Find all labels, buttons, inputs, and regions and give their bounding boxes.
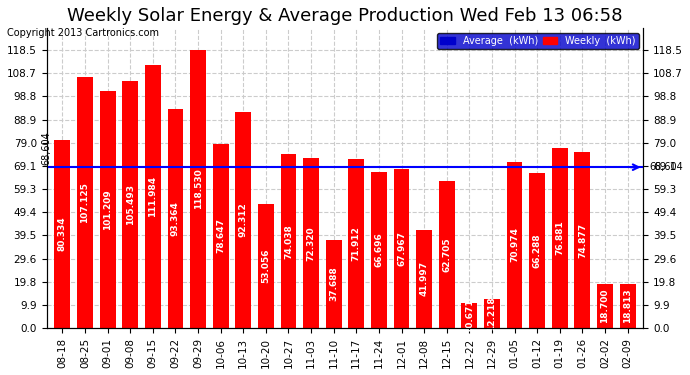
Bar (99, 91, 115, 328)
Text: 12.218: 12.218 (487, 297, 497, 331)
Text: 37.688: 37.688 (329, 267, 338, 301)
Bar (529, 172, 545, 328)
Text: 93.364: 93.364 (171, 201, 180, 236)
Text: 18.700: 18.700 (600, 289, 609, 323)
Title: Weekly Solar Energy & Average Production Wed Feb 13 06:58: Weekly Solar Energy & Average Production… (67, 7, 623, 25)
Text: 62.705: 62.705 (442, 237, 451, 272)
Bar (168, 109, 184, 328)
Bar (258, 204, 274, 328)
Bar (213, 144, 228, 328)
Text: 118.530: 118.530 (193, 169, 203, 210)
Text: 10.671: 10.671 (465, 298, 474, 333)
Bar (439, 181, 455, 328)
Text: 78.647: 78.647 (216, 218, 225, 254)
Text: 66.288: 66.288 (533, 233, 542, 268)
Bar (55, 140, 70, 328)
Bar (506, 162, 522, 328)
Bar (190, 50, 206, 328)
Text: 92.312: 92.312 (239, 202, 248, 237)
Bar (326, 240, 342, 328)
Text: 74.038: 74.038 (284, 224, 293, 259)
Bar (145, 66, 161, 328)
Bar (122, 81, 138, 328)
Bar (552, 148, 568, 328)
Text: Copyright 2013 Cartronics.com: Copyright 2013 Cartronics.com (7, 28, 159, 38)
Text: 53.056: 53.056 (262, 249, 270, 283)
Bar (393, 169, 409, 328)
Text: 74.877: 74.877 (578, 223, 587, 258)
Text: 107.125: 107.125 (81, 182, 90, 223)
Bar (416, 230, 432, 328)
Text: 76.881: 76.881 (555, 220, 564, 255)
Bar (620, 284, 635, 328)
Bar (303, 159, 319, 328)
Text: 66.696: 66.696 (375, 232, 384, 267)
Bar (77, 77, 93, 328)
Bar (575, 153, 591, 328)
Text: 105.493: 105.493 (126, 184, 135, 225)
Text: 70.974: 70.974 (510, 227, 519, 262)
Bar (348, 159, 364, 328)
Text: 80.334: 80.334 (58, 217, 67, 251)
Text: 111.984: 111.984 (148, 176, 157, 218)
Text: 68,604: 68,604 (41, 131, 52, 165)
Bar (462, 303, 477, 328)
Text: 67.967: 67.967 (397, 231, 406, 266)
Text: 18.813: 18.813 (623, 289, 632, 323)
Text: 101.209: 101.209 (103, 189, 112, 230)
Text: 72.320: 72.320 (306, 226, 315, 261)
Bar (484, 299, 500, 328)
Text: 71.912: 71.912 (352, 226, 361, 261)
Text: 41.997: 41.997 (420, 261, 428, 296)
Bar (597, 284, 613, 328)
Text: 68,604: 68,604 (649, 162, 683, 172)
Bar (281, 154, 297, 328)
Bar (235, 112, 251, 328)
Legend: Average  (kWh), Weekly  (kWh): Average (kWh), Weekly (kWh) (437, 33, 639, 49)
Bar (371, 172, 387, 328)
